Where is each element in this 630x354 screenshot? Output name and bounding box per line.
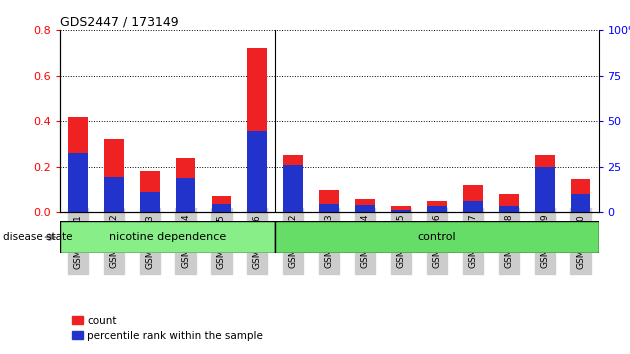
Bar bbox=[284, 155, 303, 212]
Bar bbox=[140, 192, 159, 212]
Bar bbox=[499, 194, 518, 212]
Bar bbox=[68, 117, 88, 212]
Bar bbox=[391, 206, 411, 212]
Bar bbox=[176, 158, 195, 212]
Bar bbox=[248, 131, 267, 212]
Bar bbox=[355, 205, 375, 212]
Text: nicotine dependence: nicotine dependence bbox=[109, 232, 226, 242]
Bar bbox=[427, 201, 447, 212]
Bar bbox=[355, 199, 375, 212]
Bar bbox=[284, 165, 303, 212]
Bar bbox=[104, 139, 123, 212]
Bar bbox=[212, 204, 231, 212]
Text: disease state: disease state bbox=[3, 232, 72, 242]
Text: control: control bbox=[418, 232, 456, 242]
Bar bbox=[212, 196, 231, 212]
Legend: count, percentile rank within the sample: count, percentile rank within the sample bbox=[68, 312, 267, 345]
Bar bbox=[571, 194, 590, 212]
Bar bbox=[319, 190, 339, 212]
Text: GDS2447 / 173149: GDS2447 / 173149 bbox=[60, 16, 178, 29]
Bar bbox=[68, 153, 88, 212]
Bar bbox=[463, 185, 483, 212]
Bar bbox=[275, 221, 598, 253]
Bar bbox=[248, 48, 267, 212]
Bar bbox=[391, 210, 411, 212]
Bar bbox=[571, 179, 590, 212]
Bar bbox=[60, 221, 275, 253]
Bar bbox=[104, 177, 123, 212]
Bar bbox=[176, 178, 195, 212]
Bar bbox=[499, 206, 518, 212]
Bar bbox=[535, 155, 554, 212]
Bar bbox=[463, 201, 483, 212]
Bar bbox=[535, 167, 554, 212]
Bar bbox=[319, 204, 339, 212]
Bar bbox=[140, 171, 159, 212]
Bar bbox=[427, 206, 447, 212]
